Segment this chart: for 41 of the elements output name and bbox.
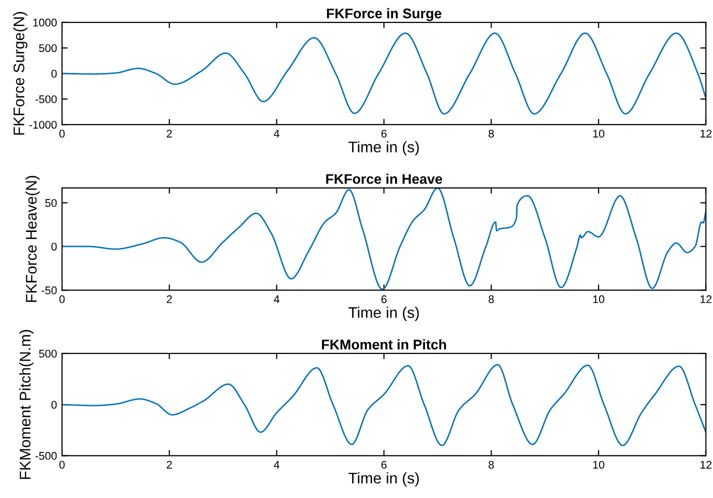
x-tick-label: 6	[381, 130, 387, 138]
y-tick-label: -1000	[29, 120, 57, 129]
x-tick-label: 12	[700, 295, 712, 304]
x-tick-label: 10	[593, 130, 604, 138]
x-tick-label: 12	[700, 130, 712, 138]
y-tick-label: 0	[51, 70, 57, 78]
y-tick-label: 50	[45, 199, 57, 207]
chart-title: FKForce in Heave	[326, 174, 442, 184]
y-tick-label: -50	[42, 286, 57, 294]
x-tick-label: 4	[274, 460, 280, 469]
x-tick-label: 10	[593, 460, 604, 469]
chart-title: FKForce in Surge	[327, 8, 442, 22]
y-axis-title: FKForce Heave(N)	[25, 176, 40, 302]
y-tick-label: 0	[51, 400, 57, 409]
chart-title: FKMoment in Pitch	[322, 339, 446, 350]
x-tick-label: 0	[59, 130, 65, 138]
y-tick-label: 0	[51, 242, 57, 251]
x-tick-label: 2	[166, 460, 172, 469]
y-axis-title: FKMoment Pitch(N.m)	[19, 330, 34, 479]
y-tick-label: 1000	[33, 18, 57, 27]
y-tick-label: -500	[35, 95, 57, 104]
x-tick-label: 4	[274, 130, 280, 138]
x-tick-label: 8	[488, 130, 494, 138]
x-axis-title: Time in (s)	[348, 141, 419, 156]
y-axis-title: FKForce Surge(N)	[13, 12, 28, 135]
x-tick-label: 6	[381, 460, 387, 469]
x-tick-label: 6	[381, 295, 387, 304]
x-axis-title: Time in (s)	[348, 472, 419, 487]
x-tick-label: 8	[488, 460, 494, 469]
x-tick-label: 0	[59, 460, 65, 469]
x-tick-label: 12	[700, 460, 712, 469]
x-tick-label: 8	[488, 295, 494, 304]
y-tick-label: 500	[39, 44, 57, 52]
y-tick-label: 500	[39, 350, 57, 358]
x-tick-label: 2	[166, 130, 172, 138]
x-tick-label: 0	[59, 295, 65, 304]
x-tick-label: 10	[593, 295, 604, 304]
x-axis-title: Time in (s)	[348, 306, 419, 321]
x-tick-label: 4	[274, 295, 280, 304]
y-tick-label: -500	[35, 452, 57, 460]
x-tick-label: 2	[166, 295, 172, 304]
